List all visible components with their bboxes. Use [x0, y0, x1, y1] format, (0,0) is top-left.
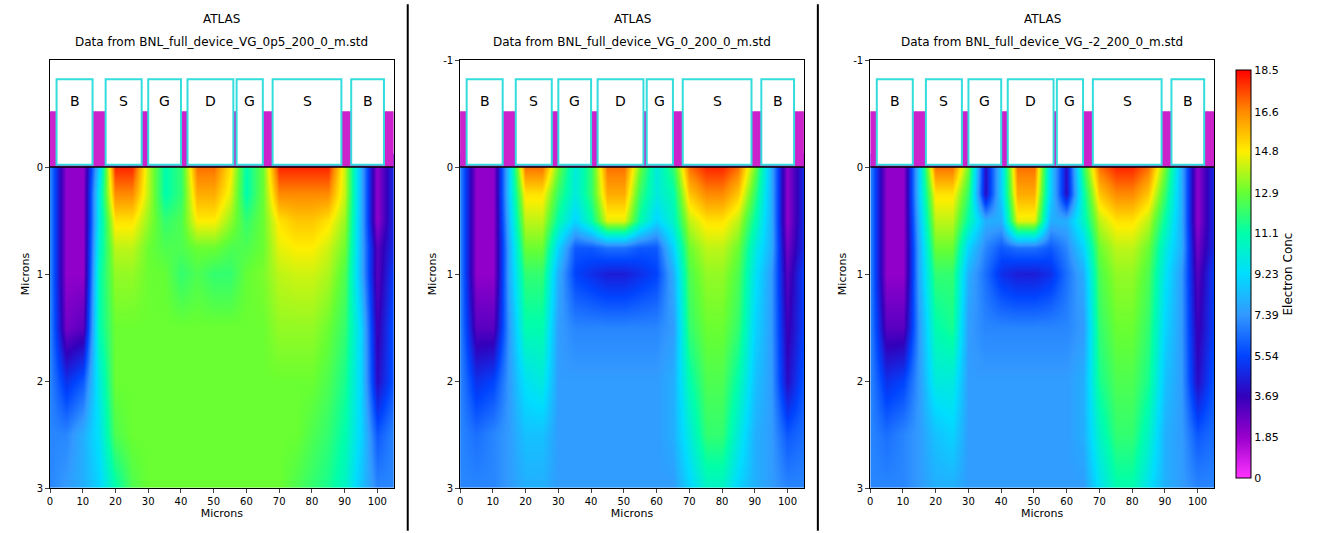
svg-text:B: B: [773, 93, 783, 109]
svg-text:S: S: [1123, 93, 1132, 109]
svg-text:3.69: 3.69: [1254, 390, 1279, 403]
svg-text:40: 40: [175, 496, 188, 507]
svg-text:3: 3: [447, 483, 453, 494]
svg-text:0: 0: [447, 162, 453, 173]
svg-text:60: 60: [650, 496, 663, 507]
svg-text:50: 50: [1028, 496, 1041, 507]
svg-text:40: 40: [585, 496, 598, 507]
svg-text:90: 90: [338, 496, 351, 507]
svg-text:70: 70: [1093, 496, 1106, 507]
svg-text:60: 60: [1060, 496, 1073, 507]
svg-text:B: B: [480, 93, 490, 109]
svg-text:1: 1: [857, 269, 863, 280]
svg-text:80: 80: [1126, 496, 1139, 507]
svg-text:90: 90: [748, 496, 761, 507]
svg-text:ATLAS: ATLAS: [203, 12, 240, 26]
svg-text:50: 50: [207, 496, 220, 507]
svg-text:3: 3: [37, 483, 43, 494]
svg-text:2: 2: [447, 376, 453, 387]
svg-text:S: S: [713, 93, 722, 109]
svg-text:D: D: [1025, 93, 1036, 109]
svg-text:0: 0: [867, 496, 873, 507]
svg-text:20: 20: [519, 496, 532, 507]
svg-text:30: 30: [962, 496, 975, 507]
svg-text:D: D: [615, 93, 626, 109]
svg-text:20: 20: [929, 496, 942, 507]
svg-text:1.85: 1.85: [1254, 431, 1279, 444]
svg-text:12.9: 12.9: [1254, 187, 1279, 200]
svg-text:1: 1: [37, 269, 43, 280]
svg-text:Microns: Microns: [611, 507, 654, 520]
svg-text:G: G: [569, 93, 580, 109]
svg-text:2: 2: [37, 376, 43, 387]
svg-text:80: 80: [716, 496, 729, 507]
svg-text:Data from BNL_full_device_VG_-: Data from BNL_full_device_VG_-2_200_0_m.…: [901, 35, 1183, 49]
svg-text:40: 40: [995, 496, 1008, 507]
svg-text:3: 3: [857, 483, 863, 494]
svg-text:2: 2: [857, 376, 863, 387]
svg-text:9.23: 9.23: [1254, 268, 1279, 281]
svg-text:50: 50: [617, 496, 630, 507]
svg-text:100: 100: [1188, 496, 1207, 507]
svg-text:Electron Conc: Electron Conc: [1281, 233, 1295, 316]
svg-text:80: 80: [306, 496, 319, 507]
svg-text:G: G: [1064, 93, 1075, 109]
svg-text:ATLAS: ATLAS: [1024, 12, 1061, 26]
svg-text:Data from BNL_full_device_VG_0: Data from BNL_full_device_VG_0_200_0_m.s…: [493, 35, 771, 49]
svg-text:100: 100: [778, 496, 797, 507]
svg-text:ATLAS: ATLAS: [614, 12, 651, 26]
svg-text:G: G: [654, 93, 665, 109]
svg-text:Microns: Microns: [19, 253, 32, 296]
svg-text:10: 10: [897, 496, 910, 507]
svg-text:0: 0: [37, 162, 43, 173]
svg-text:D: D: [205, 93, 216, 109]
svg-text:-1: -1: [443, 55, 453, 66]
svg-text:Data from BNL_full_device_VG_0: Data from BNL_full_device_VG_0p5_200_0_m…: [75, 35, 368, 49]
svg-text:G: G: [244, 93, 255, 109]
svg-text:G: G: [979, 93, 990, 109]
svg-text:30: 30: [142, 496, 155, 507]
svg-text:1: 1: [447, 269, 453, 280]
svg-text:B: B: [1183, 93, 1193, 109]
svg-text:Microns: Microns: [426, 253, 439, 296]
svg-text:B: B: [70, 93, 80, 109]
svg-text:30: 30: [552, 496, 565, 507]
svg-text:10: 10: [486, 496, 499, 507]
svg-text:B: B: [890, 93, 900, 109]
svg-text:18.5: 18.5: [1254, 64, 1279, 77]
svg-text:60: 60: [240, 496, 253, 507]
svg-text:7.39: 7.39: [1254, 309, 1279, 322]
svg-text:11.1: 11.1: [1254, 227, 1279, 240]
svg-text:16.6: 16.6: [1254, 106, 1279, 119]
svg-text:20: 20: [109, 496, 122, 507]
svg-text:0: 0: [457, 496, 463, 507]
svg-text:G: G: [159, 93, 170, 109]
svg-text:10: 10: [76, 496, 89, 507]
svg-text:Microns: Microns: [1021, 507, 1064, 520]
svg-text:S: S: [119, 93, 128, 109]
svg-text:14.8: 14.8: [1254, 145, 1279, 158]
svg-text:-1: -1: [853, 55, 863, 66]
svg-text:Microns: Microns: [201, 507, 244, 520]
svg-text:Microns: Microns: [836, 253, 849, 296]
svg-text:100: 100: [368, 496, 387, 507]
svg-text:70: 70: [683, 496, 696, 507]
svg-text:0: 0: [1254, 472, 1261, 485]
svg-text:70: 70: [273, 496, 286, 507]
svg-text:0: 0: [857, 162, 863, 173]
svg-text:B: B: [363, 93, 373, 109]
svg-text:5.54: 5.54: [1254, 350, 1279, 363]
svg-text:S: S: [529, 93, 538, 109]
svg-text:S: S: [939, 93, 948, 109]
svg-text:S: S: [303, 93, 312, 109]
svg-text:0: 0: [47, 496, 53, 507]
svg-text:90: 90: [1159, 496, 1172, 507]
